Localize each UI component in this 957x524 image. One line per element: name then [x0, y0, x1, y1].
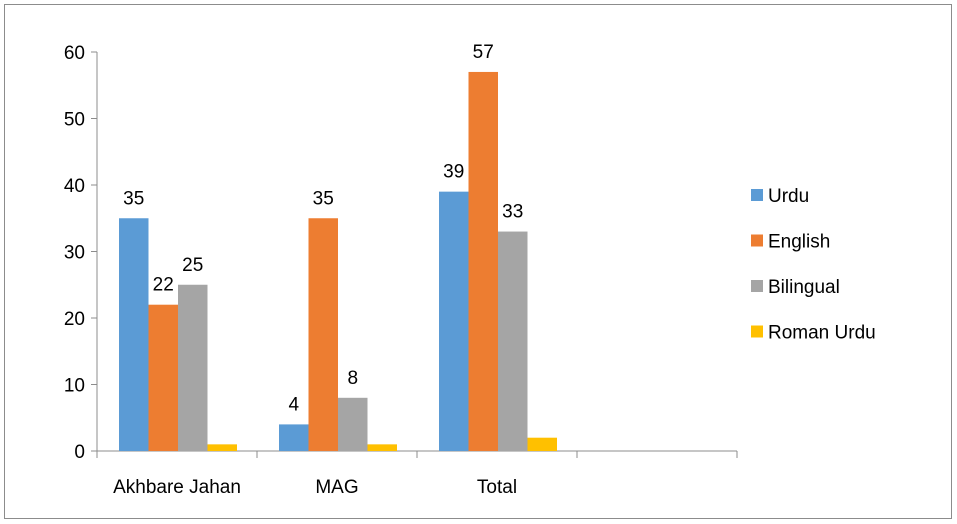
bar: [279, 424, 309, 451]
legend-label: English: [768, 232, 830, 253]
bar: [178, 284, 208, 451]
bar: [308, 218, 338, 451]
y-tick-label: 60: [64, 43, 85, 64]
data-label: 22: [153, 275, 174, 296]
legend-swatch: [751, 325, 763, 338]
legend-swatch: [751, 189, 763, 201]
legend-label: Bilingual: [768, 277, 840, 298]
data-label: 25: [182, 255, 203, 276]
data-label: 4: [288, 394, 299, 415]
data-label: 33: [502, 202, 523, 223]
legend-swatch: [751, 280, 763, 292]
y-tick-label: 50: [64, 110, 85, 131]
legend-label: Roman Urdu: [768, 323, 876, 344]
y-tick-label: 0: [74, 442, 85, 463]
bar: [367, 444, 397, 451]
y-tick-label: 20: [64, 309, 85, 330]
bar: [338, 397, 368, 451]
bar: [439, 191, 469, 451]
y-tick-label: 30: [64, 243, 85, 264]
x-tick-label: MAG: [315, 477, 358, 498]
data-label: 35: [123, 188, 144, 209]
bar: [148, 304, 178, 451]
bar: [119, 218, 149, 451]
legend-label: Urdu: [768, 186, 809, 207]
data-label: 57: [473, 42, 494, 63]
y-tick-label: 40: [64, 176, 85, 197]
bar: [498, 231, 528, 451]
data-label: 39: [443, 162, 464, 183]
y-tick-label: 10: [64, 376, 85, 397]
data-label: 35: [313, 188, 334, 209]
legend-swatch: [751, 234, 763, 247]
data-label: 8: [347, 368, 358, 389]
bar: [207, 444, 237, 451]
bar: [468, 71, 498, 451]
bar: [527, 437, 557, 451]
x-tick-label: Akhbare Jahan: [113, 477, 241, 498]
x-tick-label: Total: [477, 477, 517, 498]
